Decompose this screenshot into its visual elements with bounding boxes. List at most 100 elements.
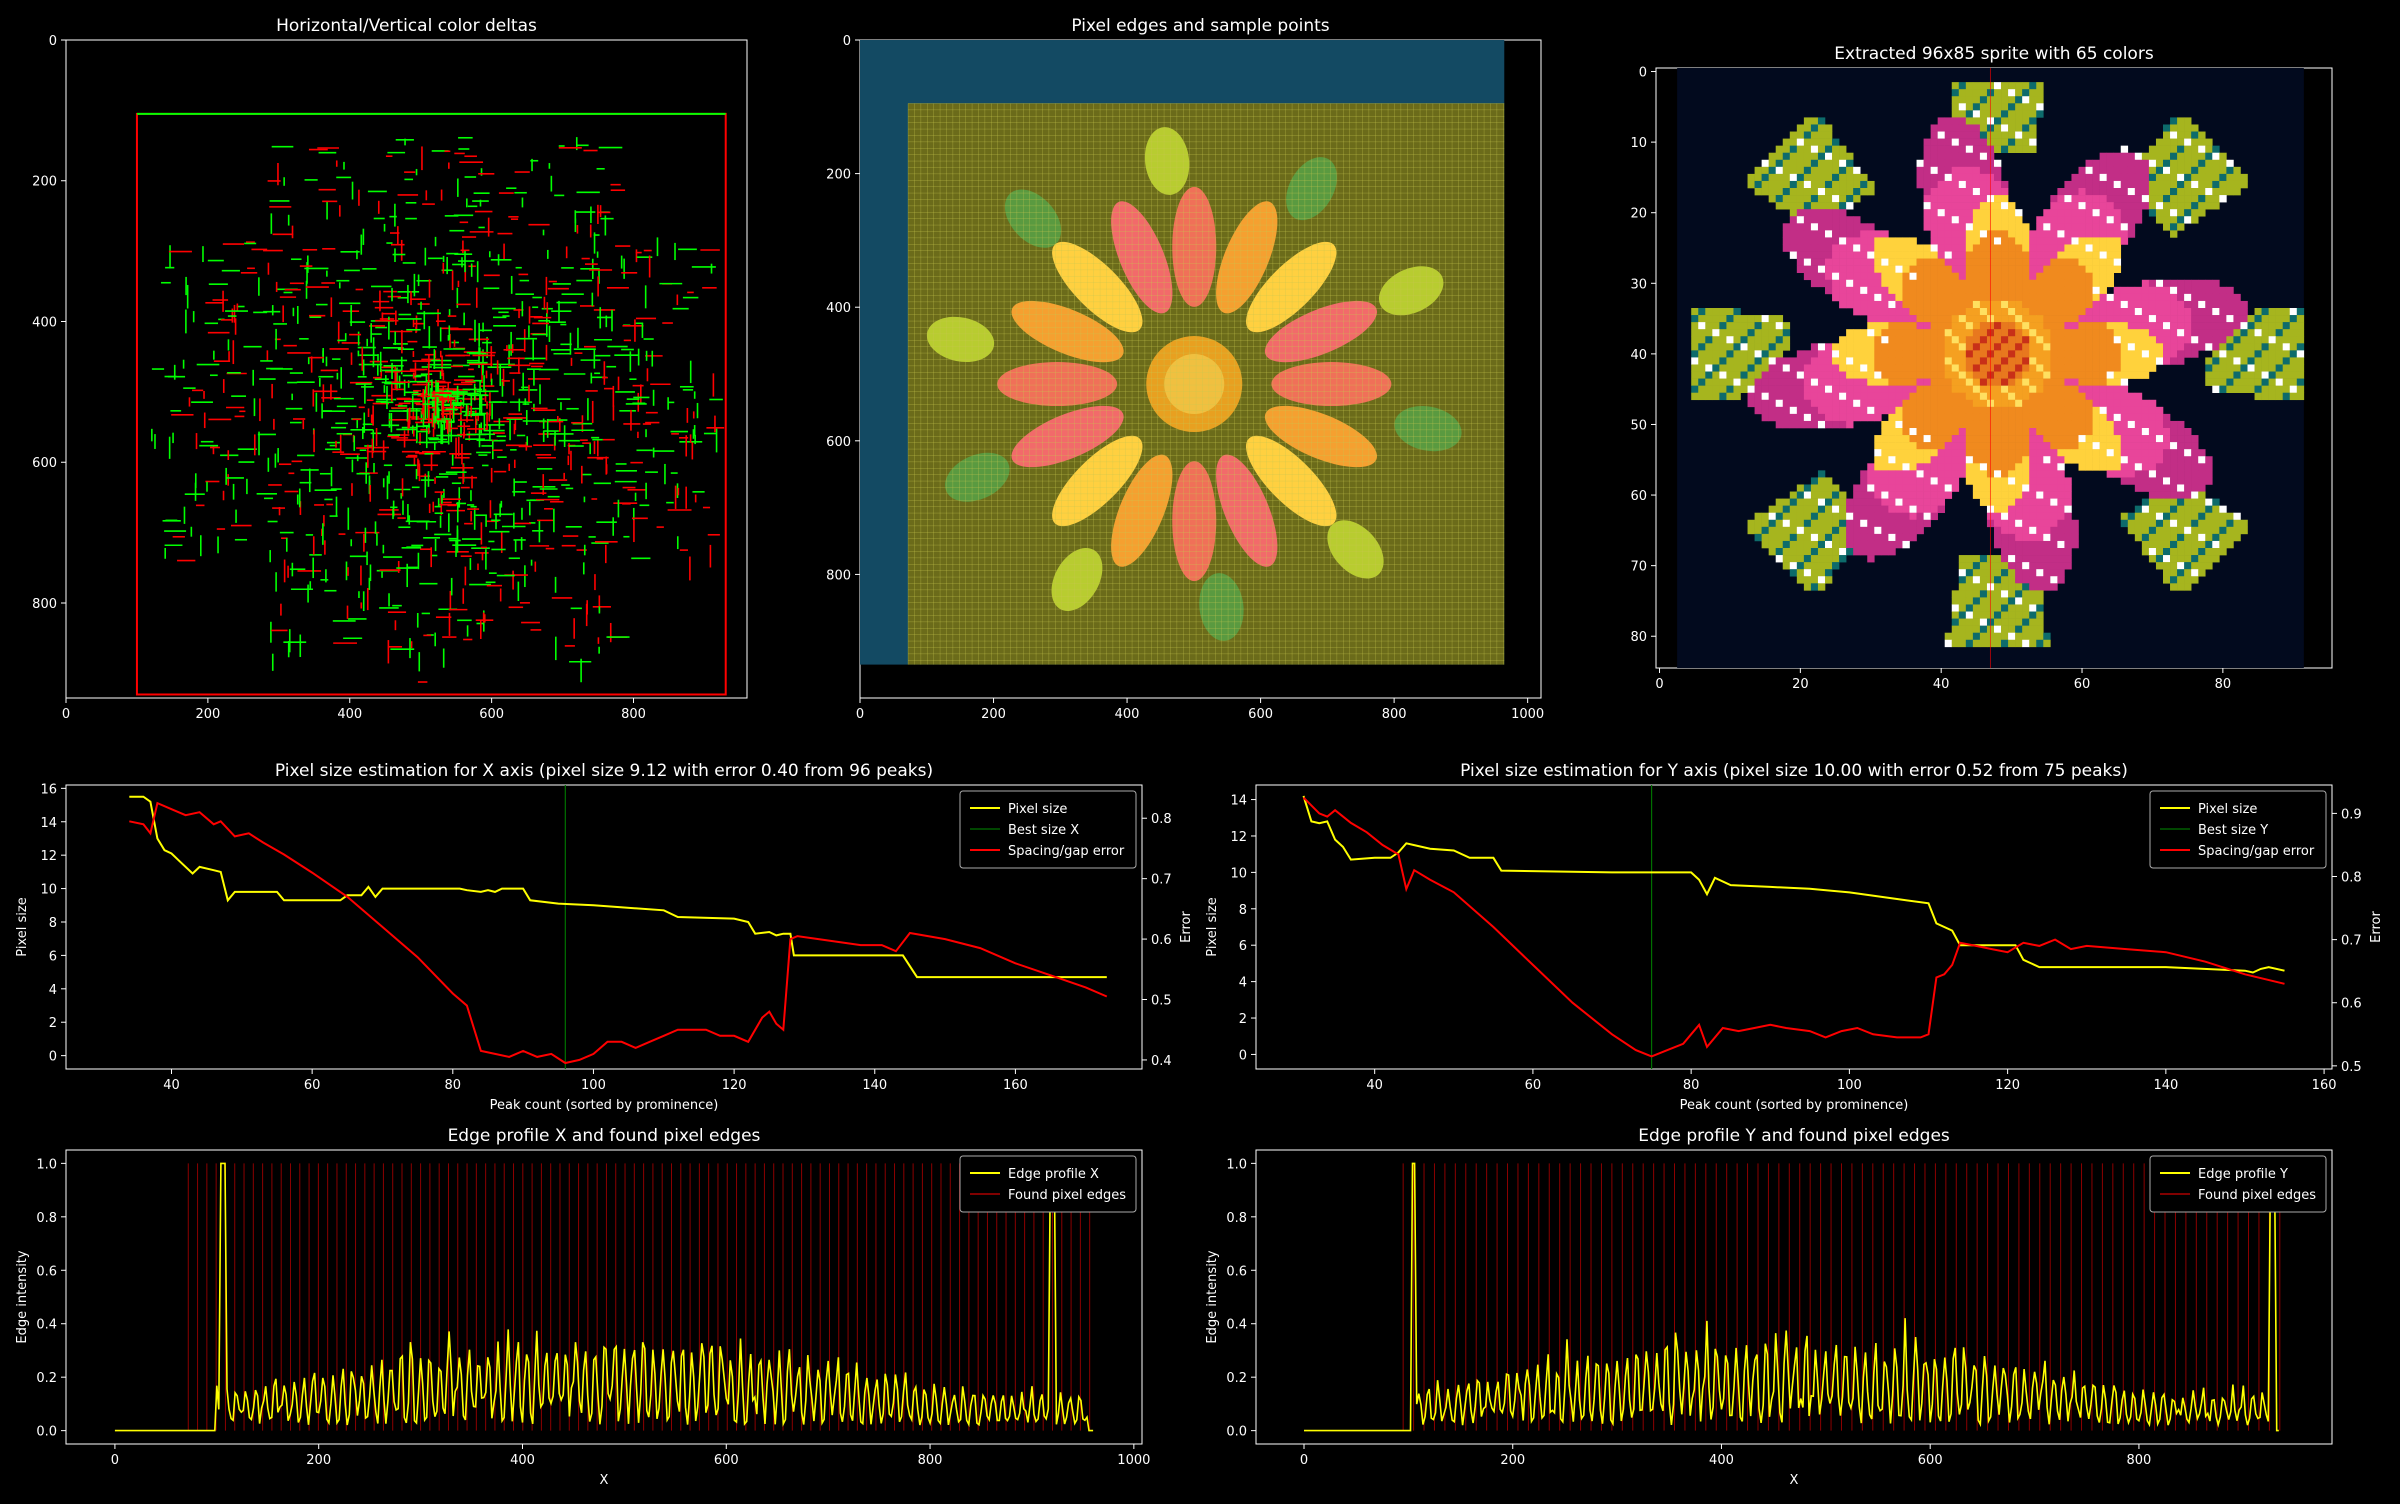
- sprite-pixel: [1733, 393, 1740, 400]
- sprite-pixel: [1917, 484, 1924, 491]
- sprite-pixel: [1797, 252, 1804, 259]
- sprite-pixel: [2262, 315, 2269, 322]
- sprite-pixel: [2050, 492, 2057, 499]
- sprite-pixel: [2114, 357, 2121, 364]
- sprite-pixel: [2043, 513, 2050, 520]
- sprite-pixel: [1832, 386, 1839, 393]
- sprite-pixel: [2177, 280, 2184, 287]
- sprite-pixel: [2057, 216, 2064, 223]
- sprite-pixel: [1846, 266, 1853, 273]
- sprite-pixel: [2121, 435, 2128, 442]
- sprite-pixel: [2100, 202, 2107, 209]
- sprite-pixel: [1825, 407, 1832, 414]
- sprite-pixel: [1818, 195, 1825, 202]
- sprite-pixel: [2043, 414, 2050, 421]
- sprite-pixel: [2022, 266, 2029, 273]
- sprite-pixel: [2170, 499, 2177, 506]
- sprite-pixel: [1762, 181, 1769, 188]
- sprite-pixel: [1994, 393, 2001, 400]
- sprite-pixel: [1783, 223, 1790, 230]
- sprite-pixel: [1945, 167, 1952, 174]
- sprite-pixel: [1924, 364, 1931, 371]
- sprite-pixel: [1980, 400, 1987, 407]
- sprite-pixel: [1945, 266, 1952, 273]
- sprite-pixel: [2205, 513, 2212, 520]
- sprite-pixel: [2135, 393, 2142, 400]
- sprite-pixel: [2050, 456, 2057, 463]
- sprite-pixel: [2177, 174, 2184, 181]
- sprite-pixel: [1881, 484, 1888, 491]
- sprite-pixel: [1994, 435, 2001, 442]
- sprite-pixel: [1994, 280, 2001, 287]
- sprite-pixel: [2121, 449, 2128, 456]
- sprite-pixel: [2050, 301, 2057, 308]
- sprite-pixel: [1917, 400, 1924, 407]
- sprite-pixel: [2022, 386, 2029, 393]
- sprite-pixel: [2043, 435, 2050, 442]
- sprite-pixel: [2022, 329, 2029, 336]
- sprite-pixel: [1994, 110, 2001, 117]
- sprite-pixel: [2262, 357, 2269, 364]
- sprite-pixel: [1966, 322, 1973, 329]
- sprite-pixel: [1917, 244, 1924, 251]
- sprite-pixel: [1910, 435, 1917, 442]
- sprite-pixel: [2079, 167, 2086, 174]
- sprite-pixel: [2156, 463, 2163, 470]
- sprite-pixel: [1874, 442, 1881, 449]
- sprite-pixel: [1902, 372, 1909, 379]
- sprite-pixel: [1811, 364, 1818, 371]
- sprite-pixel: [2198, 329, 2205, 336]
- sprite-pixel: [1980, 146, 1987, 153]
- sprite-pixel: [2079, 407, 2086, 414]
- sprite-pixel: [1846, 357, 1853, 364]
- sprite-pixel: [2107, 259, 2114, 266]
- sprite-pixel: [2022, 223, 2029, 230]
- sprite-pixel: [2043, 463, 2050, 470]
- sprite-pixel: [1783, 336, 1790, 343]
- sprite-pixel: [2107, 273, 2114, 280]
- sprite-pixel: [1966, 442, 1973, 449]
- sprite-pixel: [2212, 167, 2219, 174]
- sprite-pixel: [2001, 372, 2008, 379]
- sprite-pixel: [2036, 237, 2043, 244]
- sprite-pixel: [1839, 146, 1846, 153]
- sprite-pixel: [2128, 315, 2135, 322]
- sprite-pixel: [1966, 202, 1973, 209]
- sprite-pixel: [2057, 506, 2064, 513]
- sprite-pixel: [2219, 372, 2226, 379]
- sprite-pixel: [1910, 477, 1917, 484]
- sprite-pixel: [1839, 506, 1846, 513]
- sprite-pixel: [2093, 372, 2100, 379]
- sprite-pixel: [2093, 449, 2100, 456]
- sprite-pixel: [1973, 435, 1980, 442]
- sprite-pixel: [2212, 153, 2219, 160]
- sprite-pixel: [2008, 449, 2015, 456]
- sprite-pixel: [2036, 103, 2043, 110]
- sprite-pixel: [1924, 188, 1931, 195]
- sprite-pixel: [1917, 520, 1924, 527]
- sprite-pixel: [2043, 379, 2050, 386]
- sprite-pixel: [1895, 329, 1902, 336]
- sprite-pixel: [1818, 223, 1825, 230]
- sprite-pixel: [2191, 477, 2198, 484]
- sprite-pixel: [2071, 449, 2078, 456]
- sprite-pixel: [1825, 244, 1832, 251]
- sprite-pixel: [2029, 301, 2036, 308]
- sprite-pixel: [1966, 364, 1973, 371]
- sprite-pixel: [1917, 477, 1924, 484]
- sprite-pixel: [1888, 456, 1895, 463]
- sprite-pixel: [1895, 414, 1902, 421]
- sprite-pixel: [1938, 237, 1945, 244]
- sprite-pixel: [2036, 294, 2043, 301]
- sprite-pixel: [1931, 301, 1938, 308]
- sprite-pixel: [2198, 513, 2205, 520]
- sprite-pixel: [1945, 259, 1952, 266]
- sprite-pixel: [2128, 470, 2135, 477]
- sprite-pixel: [2262, 372, 2269, 379]
- sprite-pixel: [1895, 343, 1902, 350]
- sprite-pixel: [1867, 336, 1874, 343]
- sprite-pixel: [1902, 492, 1909, 499]
- sprite-pixel: [1818, 188, 1825, 195]
- sprite-pixel: [2128, 181, 2135, 188]
- sprite-pixel: [1980, 237, 1987, 244]
